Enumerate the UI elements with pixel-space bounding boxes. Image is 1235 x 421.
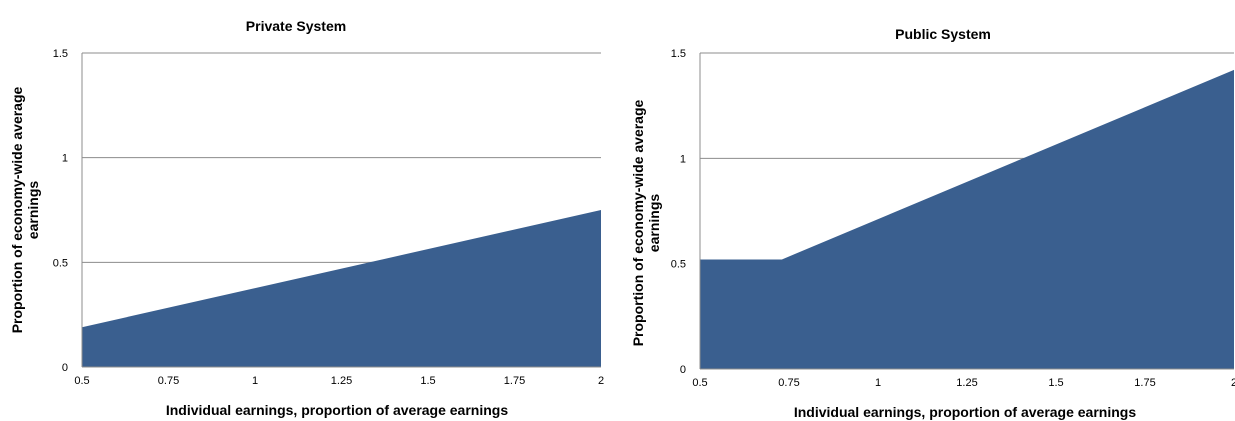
y-tick-label: 1.5 <box>671 48 686 60</box>
public-system-chart: 0 0.5 1 1.5 0.5 0.75 1 1.25 1.5 1.75 2 Public Syst… <box>617 0 1235 421</box>
x-tick-label: 2 <box>1231 377 1235 389</box>
chart-title: Private System <box>246 18 346 34</box>
y-axis-label-line1: Proportion of economy-wide average <box>630 99 646 346</box>
private-system-chart-svg: 0 0.5 1 1.5 0.5 0.75 1 1.25 1.5 1.75 2 Private Sys… <box>9 18 604 418</box>
y-tick-label: 0.5 <box>53 257 68 269</box>
y-tick-label: 0.5 <box>671 259 686 271</box>
y-tick-label: 0 <box>680 364 686 376</box>
x-tick-label: 1.5 <box>1048 377 1063 389</box>
x-tick-label: 1.75 <box>504 375 525 387</box>
x-tick-label: 1.75 <box>1134 377 1155 389</box>
x-axis-label: Individual earnings, proportion of avera… <box>794 404 1136 420</box>
x-tick-label: 1 <box>875 377 881 389</box>
y-tick-label: 0 <box>62 362 68 374</box>
x-tick-label: 0.75 <box>158 375 179 387</box>
x-tick-label: 0.75 <box>778 377 799 389</box>
y-tick-label: 1.5 <box>53 48 68 60</box>
chart-title: Public System <box>895 26 991 42</box>
x-tick-label: 0.5 <box>74 375 89 387</box>
y-axis-label-line1: Proportion of economy-wide average <box>9 86 25 333</box>
x-axis-label: Individual earnings, proportion of avera… <box>166 402 508 418</box>
area-series <box>82 210 601 367</box>
x-tick-label: 1.5 <box>420 375 435 387</box>
y-tick-label: 1 <box>62 153 68 165</box>
y-axis-label-line2: earnings <box>25 181 41 240</box>
x-tick-label: 1 <box>252 375 258 387</box>
x-tick-label: 1.25 <box>956 377 977 389</box>
y-tick-label: 1 <box>680 153 686 165</box>
x-tick-label: 2 <box>598 375 604 387</box>
x-tick-label: 1.25 <box>331 375 352 387</box>
area-series <box>700 69 1234 369</box>
x-tick-label: 0.5 <box>692 377 707 389</box>
private-system-chart: 0 0.5 1 1.5 0.5 0.75 1 1.25 1.5 1.75 2 Private Sys… <box>0 0 615 421</box>
public-system-chart-svg: 0 0.5 1 1.5 0.5 0.75 1 1.25 1.5 1.75 2 Public Syst… <box>630 26 1235 420</box>
y-axis-label-line2: earnings <box>646 194 662 253</box>
